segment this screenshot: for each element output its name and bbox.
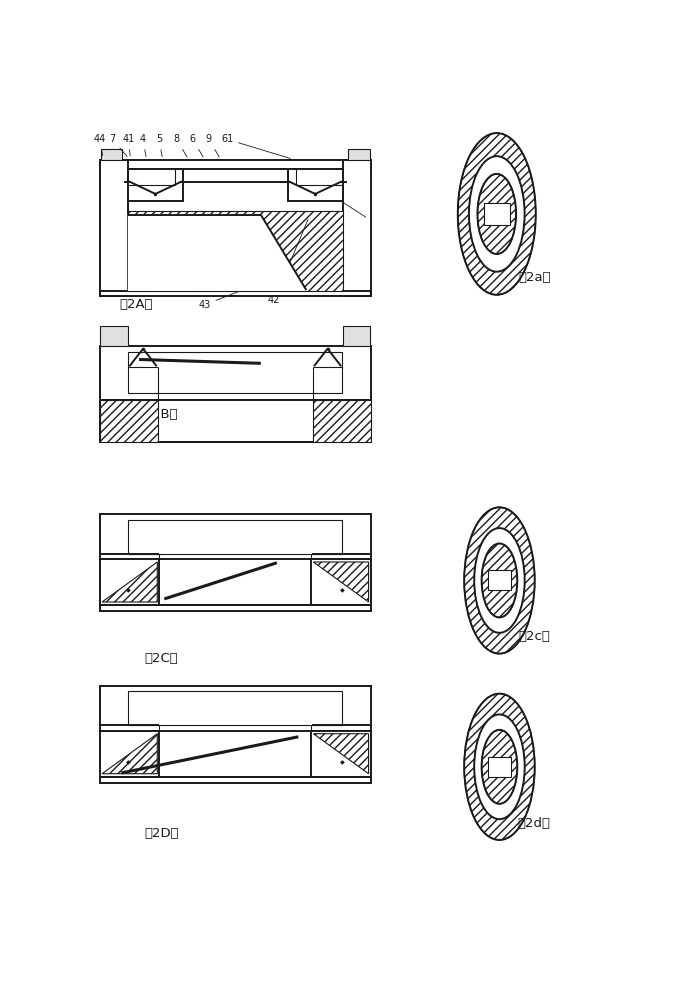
Polygon shape <box>128 691 343 725</box>
Text: ◆: ◆ <box>126 760 131 765</box>
Polygon shape <box>100 400 158 442</box>
Polygon shape <box>343 160 371 296</box>
Polygon shape <box>183 169 288 182</box>
Text: 61: 61 <box>221 134 291 158</box>
Polygon shape <box>313 734 369 774</box>
Ellipse shape <box>477 174 516 254</box>
Text: （2C）: （2C） <box>145 652 179 666</box>
Text: ◆: ◆ <box>340 760 345 765</box>
Text: 4: 4 <box>140 134 146 157</box>
Text: 5: 5 <box>156 134 162 157</box>
Ellipse shape <box>464 507 535 654</box>
Polygon shape <box>102 734 157 774</box>
Text: （2D）: （2D） <box>144 827 179 840</box>
Polygon shape <box>100 346 371 400</box>
Text: 41: 41 <box>122 134 134 156</box>
Polygon shape <box>101 149 122 160</box>
Text: （2A）: （2A） <box>119 298 153 311</box>
Text: 3: 3 <box>322 186 366 217</box>
Text: 9: 9 <box>206 134 219 157</box>
Polygon shape <box>128 520 343 554</box>
Polygon shape <box>348 149 370 160</box>
Polygon shape <box>484 203 509 225</box>
Polygon shape <box>488 757 511 777</box>
Text: 43: 43 <box>199 288 248 310</box>
Polygon shape <box>128 169 183 201</box>
Text: （2c）: （2c） <box>518 630 550 643</box>
Polygon shape <box>100 160 371 169</box>
Ellipse shape <box>474 714 525 819</box>
Text: 7: 7 <box>109 134 127 156</box>
Text: （2a）: （2a） <box>518 271 551 284</box>
Polygon shape <box>313 400 371 442</box>
Polygon shape <box>100 400 371 442</box>
Text: 6: 6 <box>190 134 203 157</box>
Ellipse shape <box>482 730 517 804</box>
Text: （2B）: （2B） <box>145 408 179 421</box>
Text: 67: 67 <box>311 175 333 191</box>
Ellipse shape <box>458 133 536 295</box>
Polygon shape <box>128 215 307 291</box>
Text: ◆: ◆ <box>340 589 345 594</box>
Ellipse shape <box>469 156 525 272</box>
Polygon shape <box>313 562 369 602</box>
Polygon shape <box>311 731 371 777</box>
Polygon shape <box>100 160 128 296</box>
Text: 8: 8 <box>174 134 187 157</box>
Text: ◆: ◆ <box>126 589 131 594</box>
Text: 44: 44 <box>94 134 106 156</box>
Polygon shape <box>311 559 371 605</box>
Text: 42: 42 <box>268 220 308 305</box>
Polygon shape <box>100 291 371 296</box>
Polygon shape <box>100 777 371 783</box>
Polygon shape <box>100 514 371 559</box>
Polygon shape <box>128 211 343 291</box>
Polygon shape <box>100 326 128 346</box>
Ellipse shape <box>474 528 525 633</box>
Polygon shape <box>343 326 370 346</box>
Polygon shape <box>100 559 159 605</box>
Text: （2d）: （2d） <box>518 817 551 830</box>
Polygon shape <box>488 570 511 590</box>
Polygon shape <box>100 686 371 731</box>
Polygon shape <box>288 169 343 201</box>
Polygon shape <box>128 352 343 393</box>
Polygon shape <box>100 605 371 611</box>
Ellipse shape <box>482 544 517 617</box>
Polygon shape <box>102 562 157 602</box>
Ellipse shape <box>464 694 535 840</box>
Polygon shape <box>100 731 159 777</box>
